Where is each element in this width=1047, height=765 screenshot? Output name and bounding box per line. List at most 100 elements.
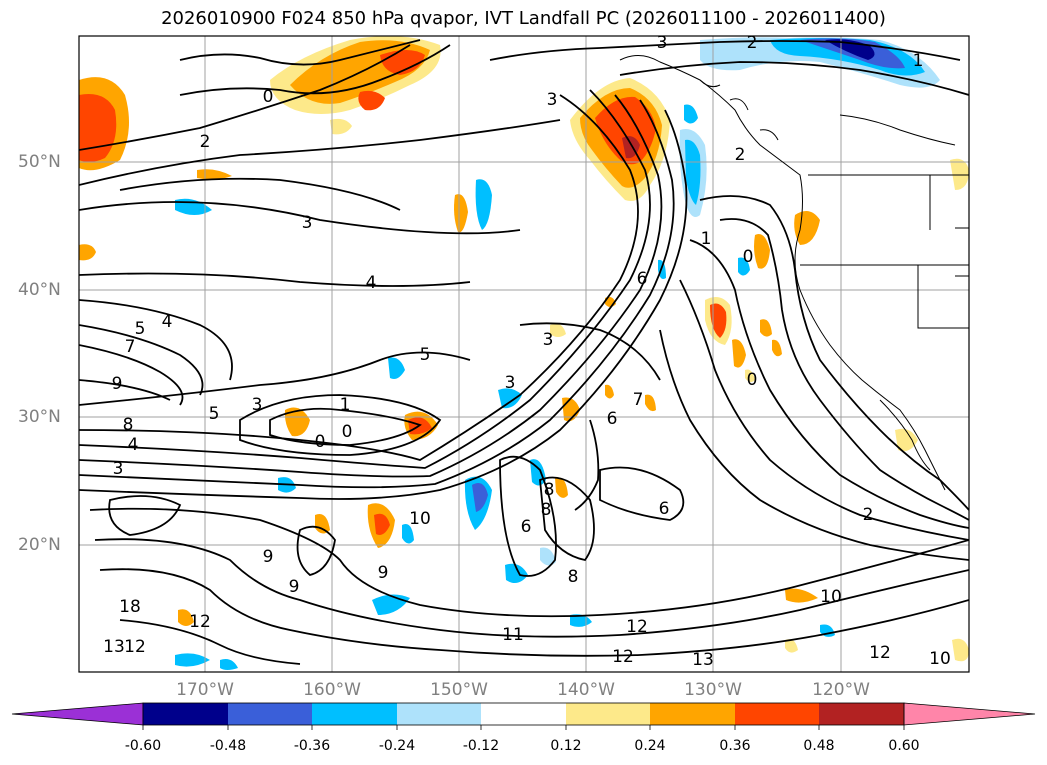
contour-label: 12 (612, 647, 634, 667)
colorbar-tick-label: -0.12 (462, 738, 500, 754)
shade-warm (79, 244, 96, 261)
contour-label: 4 (366, 273, 377, 293)
lon-label: 140°W (557, 680, 615, 700)
contour-label: 0 (743, 247, 754, 267)
colorbar-tick-label: -0.60 (124, 738, 162, 754)
colorbar-swatch (312, 703, 397, 725)
colorbar-tick-label: 0.48 (803, 738, 835, 754)
colorbar-tick-label: 0.12 (550, 738, 582, 754)
contour-label: 6 (607, 409, 618, 429)
contour-label: 5 (135, 319, 146, 339)
shade-warm (315, 514, 330, 534)
colorbar (11, 702, 1036, 730)
colorbar-swatch (397, 703, 481, 725)
coastlines (619, 55, 969, 491)
contour-label: 6 (637, 269, 648, 289)
shade-cool (540, 547, 556, 566)
contour-label: 0 (315, 432, 326, 452)
contour-label: 8 (123, 415, 134, 435)
shade-cool (220, 659, 238, 670)
shade-warm (952, 638, 969, 662)
colorbar-swatch (650, 703, 735, 725)
contour-label: 11 (502, 625, 524, 645)
contour-label: 12 (124, 637, 146, 657)
contour-label: 3 (657, 33, 668, 53)
colorbar-tick-label: 0.36 (719, 738, 751, 754)
colorbar-frame (142, 702, 905, 726)
contour-label: 2 (200, 132, 211, 152)
contour-label: 8 (544, 480, 555, 500)
contour-label: 9 (263, 547, 274, 567)
shade-warm (710, 303, 727, 338)
shade-warm (785, 639, 798, 653)
map-panel: 3 2 0 2 1 3 2 3 4 5 4 7 9 8 4 3 5 3 1 0 … (79, 33, 969, 672)
contour-label: 3 (505, 373, 516, 393)
lat-label: 40°N (18, 280, 61, 300)
lat-label: 30°N (18, 407, 61, 427)
contour-label: 2 (863, 505, 874, 525)
shade-warm (772, 339, 782, 357)
shade-warm (178, 609, 194, 626)
colorbar-extend-high (903, 702, 1036, 726)
contour-label: 0 (342, 422, 353, 442)
colorbar-swatch (143, 703, 228, 725)
shade-warm (550, 323, 566, 337)
lon-label: 130°W (684, 680, 742, 700)
contour-label: 1 (701, 229, 712, 249)
shade-cool (684, 104, 698, 124)
shade-warm (454, 194, 468, 233)
shade-warm (760, 319, 772, 337)
contour-label: 9 (289, 577, 300, 597)
shade-warm (605, 384, 614, 399)
contour-label: 13 (692, 650, 714, 670)
colorbar-tick-label: -0.36 (293, 738, 331, 754)
contour-labels: 3 2 0 2 1 3 2 3 4 5 4 7 9 8 4 3 5 3 1 0 … (103, 33, 951, 670)
contour-label: 5 (209, 404, 220, 424)
colorbar-swatch (819, 703, 904, 725)
contour-label: 1 (913, 51, 924, 71)
shade-warm (950, 158, 969, 190)
contour-label: 3 (543, 330, 554, 350)
shade-warm (197, 169, 232, 180)
colorbar-tick-label: -0.48 (209, 738, 247, 754)
contour-label: 3 (547, 90, 558, 110)
contour-label: 3 (302, 213, 313, 233)
shade-cool (388, 357, 405, 379)
contour-label: 12 (189, 612, 211, 632)
contour-label: 10 (409, 509, 431, 529)
shade-cool (475, 179, 492, 230)
contour-label: 7 (633, 390, 644, 410)
shade-warm (330, 118, 352, 135)
shade-warm (284, 407, 310, 437)
colorbar-extend-low (11, 702, 144, 726)
shade-cool (175, 653, 210, 667)
shade-warm (358, 90, 385, 111)
map-title: 2026010900 F024 850 hPa qvapor, IVT Land… (161, 8, 886, 29)
map-frame (78, 35, 970, 673)
shade-warm (754, 234, 770, 269)
contour-label: 18 (119, 597, 141, 617)
contour-label: 13 (103, 637, 125, 657)
shade-warm (895, 428, 918, 452)
contour-label: 10 (820, 587, 842, 607)
contour-label: 10 (929, 649, 951, 669)
contour-label: 2 (747, 33, 758, 53)
contour-label: 5 (420, 345, 431, 365)
graticule (79, 36, 969, 672)
shade-warm (732, 339, 746, 368)
contour-label: 9 (112, 374, 123, 394)
colorbar-tick-label: -0.24 (378, 738, 416, 754)
contour-label: 0 (263, 87, 274, 107)
contour-label: 2 (735, 145, 746, 165)
contour-label: 4 (162, 312, 173, 332)
shade-cool (505, 563, 528, 584)
lon-label: 170°W (176, 680, 234, 700)
colorbar-swatch (228, 703, 312, 725)
contour-label: 3 (252, 395, 263, 415)
ivt-contours (79, 39, 969, 665)
contour-label: 8 (568, 567, 579, 587)
contour-label: 8 (541, 500, 552, 520)
lon-label: 150°W (430, 680, 488, 700)
contour-label: 12 (626, 617, 648, 637)
